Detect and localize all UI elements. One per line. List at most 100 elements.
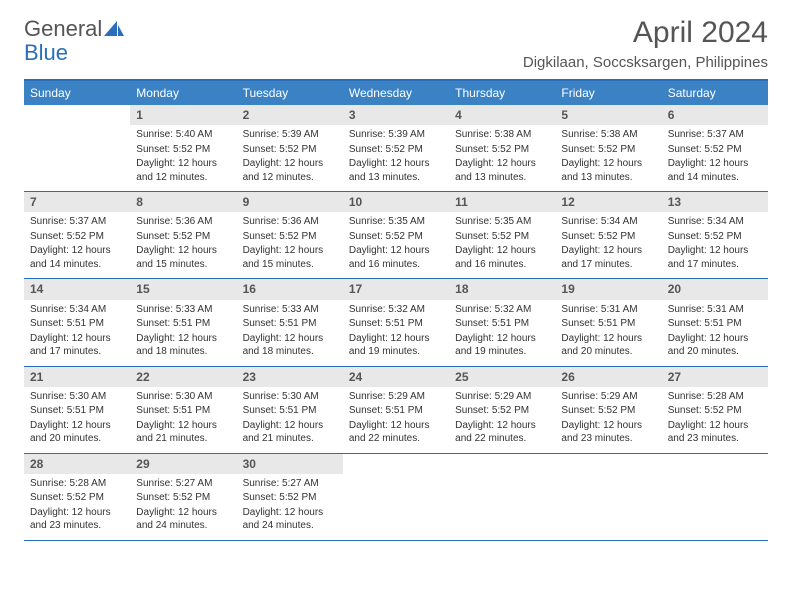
day-number: 8 [130, 192, 236, 212]
day-body: Sunrise: 5:27 AMSunset: 5:52 PMDaylight:… [237, 474, 343, 540]
day-body: Sunrise: 5:28 AMSunset: 5:52 PMDaylight:… [24, 474, 130, 540]
sunset-text: Sunset: 5:51 PM [136, 317, 230, 331]
daylight-text: Daylight: 12 hours and 17 minutes. [30, 332, 124, 359]
sunset-text: Sunset: 5:51 PM [243, 404, 337, 418]
daylight-text: Daylight: 12 hours and 16 minutes. [349, 244, 443, 271]
daylight-text: Daylight: 12 hours and 12 minutes. [243, 157, 337, 184]
sunrise-text: Sunrise: 5:27 AM [243, 477, 337, 491]
sunset-text: Sunset: 5:52 PM [136, 230, 230, 244]
day-number: 12 [555, 192, 661, 212]
day-number: 28 [24, 454, 130, 474]
daylight-text: Daylight: 12 hours and 24 minutes. [243, 506, 337, 533]
day-cell: 24Sunrise: 5:29 AMSunset: 5:51 PMDayligh… [343, 367, 449, 453]
sunrise-text: Sunrise: 5:30 AM [30, 390, 124, 404]
daylight-text: Daylight: 12 hours and 18 minutes. [136, 332, 230, 359]
daylight-text: Daylight: 12 hours and 21 minutes. [136, 419, 230, 446]
sunrise-text: Sunrise: 5:39 AM [349, 128, 443, 142]
day-body: Sunrise: 5:28 AMSunset: 5:52 PMDaylight:… [662, 387, 768, 453]
day-body: Sunrise: 5:34 AMSunset: 5:51 PMDaylight:… [24, 300, 130, 366]
sunrise-text: Sunrise: 5:39 AM [243, 128, 337, 142]
day-body: Sunrise: 5:37 AMSunset: 5:52 PMDaylight:… [24, 212, 130, 278]
day-body: Sunrise: 5:35 AMSunset: 5:52 PMDaylight:… [449, 212, 555, 278]
day-cell: 11Sunrise: 5:35 AMSunset: 5:52 PMDayligh… [449, 192, 555, 278]
daylight-text: Daylight: 12 hours and 18 minutes. [243, 332, 337, 359]
day-body: Sunrise: 5:32 AMSunset: 5:51 PMDaylight:… [343, 300, 449, 366]
sunrise-text: Sunrise: 5:34 AM [668, 215, 762, 229]
day-number: 2 [237, 105, 343, 125]
day-cell: 20Sunrise: 5:31 AMSunset: 5:51 PMDayligh… [662, 279, 768, 365]
day-body: Sunrise: 5:36 AMSunset: 5:52 PMDaylight:… [130, 212, 236, 278]
sunset-text: Sunset: 5:51 PM [30, 404, 124, 418]
day-cell: 21Sunrise: 5:30 AMSunset: 5:51 PMDayligh… [24, 367, 130, 453]
sunrise-text: Sunrise: 5:29 AM [561, 390, 655, 404]
day-cell: 26 Sunrise: 5:29 AMSunset: 5:52 PMDayligh… [555, 367, 661, 453]
day-cell [449, 454, 555, 540]
title-block: April 2024 Digkilaan, Soccsksargen, Phil… [523, 16, 768, 71]
day-cell [555, 454, 661, 540]
weekday-header: Friday [555, 81, 661, 105]
day-body: Sunrise: 5:39 AMSunset: 5:52 PMDaylight:… [343, 125, 449, 191]
day-number: 25 [449, 367, 555, 387]
sunrise-text: Sunrise: 5:30 AM [136, 390, 230, 404]
sunrise-text: Sunrise: 5:32 AM [349, 303, 443, 317]
sunset-text: Sunset: 5:51 PM [136, 404, 230, 418]
day-number: 26 [555, 367, 661, 387]
day-cell: 14Sunrise: 5:34 AMSunset: 5:51 PMDayligh… [24, 279, 130, 365]
sunset-text: Sunset: 5:52 PM [455, 143, 549, 157]
day-body: Sunrise: 5:39 AMSunset: 5:52 PMDaylight:… [237, 125, 343, 191]
day-body: Sunrise: 5:31 AMSunset: 5:51 PMDaylight:… [662, 300, 768, 366]
day-number: 18 [449, 279, 555, 299]
day-body: Sunrise: 5:30 AMSunset: 5:51 PMDaylight:… [24, 387, 130, 453]
day-number: 24 [343, 367, 449, 387]
day-number: 22 [130, 367, 236, 387]
sunrise-text: Sunrise: 5:34 AM [561, 215, 655, 229]
sunset-text: Sunset: 5:51 PM [455, 317, 549, 331]
header: General April 2024 Digkilaan, Soccsksarg… [24, 16, 768, 71]
sunset-text: Sunset: 5:52 PM [561, 404, 655, 418]
week-row: 21Sunrise: 5:30 AMSunset: 5:51 PMDayligh… [24, 367, 768, 454]
day-number: 3 [343, 105, 449, 125]
day-number: 13 [662, 192, 768, 212]
day-body: Sunrise: 5:33 AMSunset: 5:51 PMDaylight:… [130, 300, 236, 366]
day-number: 30 [237, 454, 343, 474]
day-cell: 13Sunrise: 5:34 AMSunset: 5:52 PMDayligh… [662, 192, 768, 278]
daylight-text: Daylight: 12 hours and 14 minutes. [668, 157, 762, 184]
day-cell: 7Sunrise: 5:37 AMSunset: 5:52 PMDaylight… [24, 192, 130, 278]
weekday-header: Sunday [24, 81, 130, 105]
sunset-text: Sunset: 5:52 PM [668, 404, 762, 418]
sunrise-text: Sunrise: 5:35 AM [455, 215, 549, 229]
daylight-text: Daylight: 12 hours and 20 minutes. [30, 419, 124, 446]
sunset-text: Sunset: 5:52 PM [455, 404, 549, 418]
day-body: Sunrise: 5:29 AMSunset: 5:52 PMDaylight:… [449, 387, 555, 453]
sunset-text: Sunset: 5:52 PM [30, 491, 124, 505]
sunrise-text: Sunrise: 5:36 AM [136, 215, 230, 229]
sunrise-text: Sunrise: 5:27 AM [136, 477, 230, 491]
sunset-text: Sunset: 5:51 PM [243, 317, 337, 331]
day-number: 9 [237, 192, 343, 212]
day-body: Sunrise: 5:31 AMSunset: 5:51 PMDaylight:… [555, 300, 661, 366]
weekday-header: Tuesday [237, 81, 343, 105]
week-row: 7Sunrise: 5:37 AMSunset: 5:52 PMDaylight… [24, 192, 768, 279]
day-cell: 9Sunrise: 5:36 AMSunset: 5:52 PMDaylight… [237, 192, 343, 278]
daylight-text: Daylight: 12 hours and 20 minutes. [561, 332, 655, 359]
day-number: 29 [130, 454, 236, 474]
daylight-text: Daylight: 12 hours and 22 minutes. [455, 419, 549, 446]
sunset-text: Sunset: 5:52 PM [243, 491, 337, 505]
day-number: 20 [662, 279, 768, 299]
daylight-text: Daylight: 12 hours and 13 minutes. [455, 157, 549, 184]
sunrise-text: Sunrise: 5:33 AM [243, 303, 337, 317]
day-body: Sunrise: 5:38 AMSunset: 5:52 PMDaylight:… [449, 125, 555, 191]
day-cell [662, 454, 768, 540]
day-number: 6 [662, 105, 768, 125]
sunset-text: Sunset: 5:51 PM [668, 317, 762, 331]
day-cell: 17Sunrise: 5:32 AMSunset: 5:51 PMDayligh… [343, 279, 449, 365]
weekday-header: Thursday [449, 81, 555, 105]
daylight-text: Daylight: 12 hours and 23 minutes. [668, 419, 762, 446]
daylight-text: Daylight: 12 hours and 17 minutes. [561, 244, 655, 271]
daylight-text: Daylight: 12 hours and 23 minutes. [561, 419, 655, 446]
day-cell: 5Sunrise: 5:38 AMSunset: 5:52 PMDaylight… [555, 105, 661, 191]
day-number: 4 [449, 105, 555, 125]
sunrise-text: Sunrise: 5:33 AM [136, 303, 230, 317]
day-body: Sunrise: 5:37 AMSunset: 5:52 PMDaylight:… [662, 125, 768, 191]
daylight-text: Daylight: 12 hours and 15 minutes. [243, 244, 337, 271]
